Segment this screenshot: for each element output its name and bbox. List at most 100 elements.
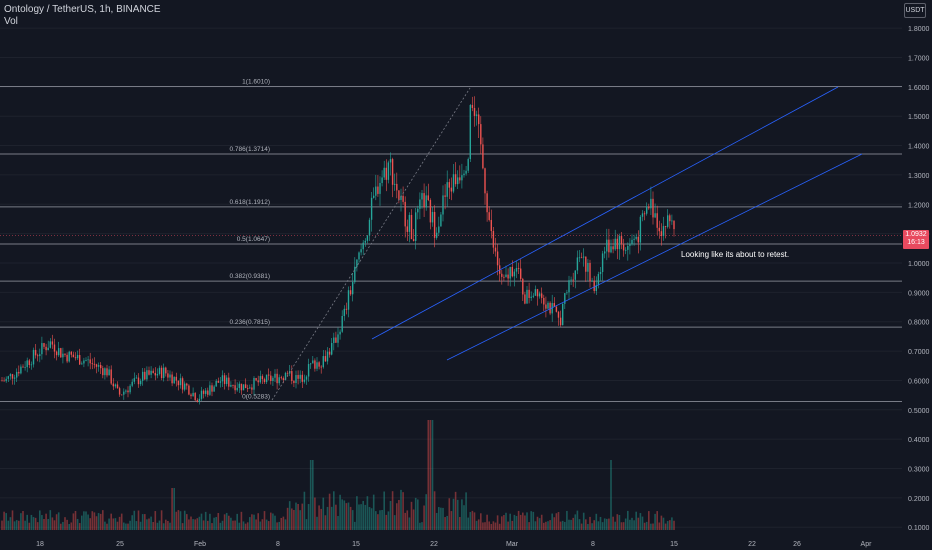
volume-indicator-label[interactable]: Vol	[4, 16, 18, 27]
volume-bar	[343, 500, 346, 530]
candle-body	[100, 365, 102, 369]
text-annotation[interactable]: Looking like its about to retest.	[681, 250, 790, 259]
volume-bar	[47, 518, 49, 530]
candle-body	[43, 343, 45, 347]
volume-bar	[656, 511, 658, 530]
volume-bar	[9, 517, 12, 530]
candle-body	[64, 353, 66, 355]
volume-bar	[400, 489, 402, 530]
volume-bar	[28, 522, 31, 530]
candle-body	[368, 219, 371, 236]
volume-bar	[666, 521, 669, 530]
volume-bar	[574, 514, 577, 530]
volume-bar	[383, 491, 385, 530]
volume-bar	[555, 513, 558, 530]
candle-body	[606, 239, 608, 252]
volume-bar	[238, 522, 241, 530]
volume-bar	[204, 511, 207, 530]
volume-bar	[242, 521, 245, 530]
x-tick-label: 18	[36, 541, 44, 548]
candle-body	[511, 266, 513, 277]
candle-body	[91, 363, 93, 365]
volume-bar	[624, 518, 627, 530]
volume-bar	[505, 512, 507, 530]
volume-bar	[450, 511, 453, 530]
volume-bar	[375, 511, 377, 530]
candle-body	[557, 311, 560, 318]
candle-body	[272, 377, 274, 381]
volume-bar	[328, 493, 331, 530]
candle-body	[448, 182, 450, 188]
candle-body	[536, 289, 539, 297]
candle-body	[446, 182, 448, 197]
candle-body	[488, 212, 490, 220]
volume-bar	[293, 509, 295, 530]
candle-body	[177, 380, 180, 386]
volume-bar	[106, 523, 108, 530]
volume-bar	[240, 511, 243, 530]
candle-body	[70, 351, 72, 355]
candle-body	[484, 168, 486, 194]
volume-bar	[660, 515, 663, 530]
candle-body	[171, 374, 173, 384]
x-tick-label: Feb	[194, 541, 206, 548]
candle-body	[37, 355, 39, 357]
volume-bar	[177, 510, 180, 530]
candle-body	[112, 383, 114, 387]
volume-bar	[230, 517, 232, 530]
candle-body	[412, 239, 415, 241]
volume-bar	[295, 502, 297, 530]
candle-body	[152, 370, 154, 373]
candle-body	[95, 364, 98, 367]
volume-bar	[473, 512, 476, 530]
volume-bar	[377, 514, 379, 530]
candle-body	[192, 392, 194, 397]
candle-body	[316, 362, 318, 369]
candle-body	[62, 353, 64, 358]
fib-label: 0.5(1.0647)	[237, 236, 270, 243]
candle-body	[530, 296, 532, 298]
currency-button[interactable]: USDT	[904, 3, 926, 18]
candle-body	[118, 388, 121, 395]
candle-body	[664, 226, 667, 227]
volume-bar	[305, 519, 308, 530]
volume-bar	[368, 507, 371, 530]
volume-bar	[1, 520, 3, 530]
candle-body	[385, 167, 387, 180]
candle-body	[223, 375, 226, 384]
candle-body	[108, 369, 110, 376]
candle-body	[68, 351, 70, 362]
candle-body	[360, 249, 362, 253]
y-axis-grid	[0, 27, 902, 528]
volume-bar	[146, 519, 148, 530]
volume-bar	[278, 521, 280, 530]
volume-bar	[41, 515, 43, 530]
volume-bar	[538, 518, 541, 530]
candle-body	[417, 208, 419, 213]
volume-bar	[448, 498, 451, 530]
volume-bar	[45, 513, 47, 530]
volume-bar	[299, 510, 301, 530]
volume-bar	[53, 520, 56, 530]
volume-bar	[652, 523, 654, 530]
volume-bar	[62, 521, 64, 530]
volume-bar	[662, 517, 665, 530]
volume-bar	[188, 519, 190, 530]
volume-bar	[582, 512, 585, 530]
candle-body	[471, 104, 474, 108]
volume-bar	[354, 521, 356, 530]
candle-body	[106, 368, 108, 376]
candle-body	[158, 367, 161, 374]
candle-body	[358, 252, 360, 260]
candle-body	[570, 279, 572, 281]
volume-bar	[490, 523, 493, 530]
candle-body	[249, 387, 251, 389]
volume-bar	[276, 522, 278, 530]
volume-bar	[459, 517, 461, 530]
candle-body	[604, 251, 606, 254]
volume-bar	[139, 521, 142, 530]
volume-bar	[99, 513, 102, 530]
candle-body	[515, 267, 518, 272]
